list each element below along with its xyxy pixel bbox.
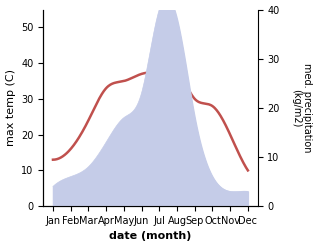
Y-axis label: med. precipitation
(kg/m2): med. precipitation (kg/m2) <box>291 63 313 153</box>
Y-axis label: max temp (C): max temp (C) <box>5 69 16 146</box>
X-axis label: date (month): date (month) <box>109 231 192 242</box>
